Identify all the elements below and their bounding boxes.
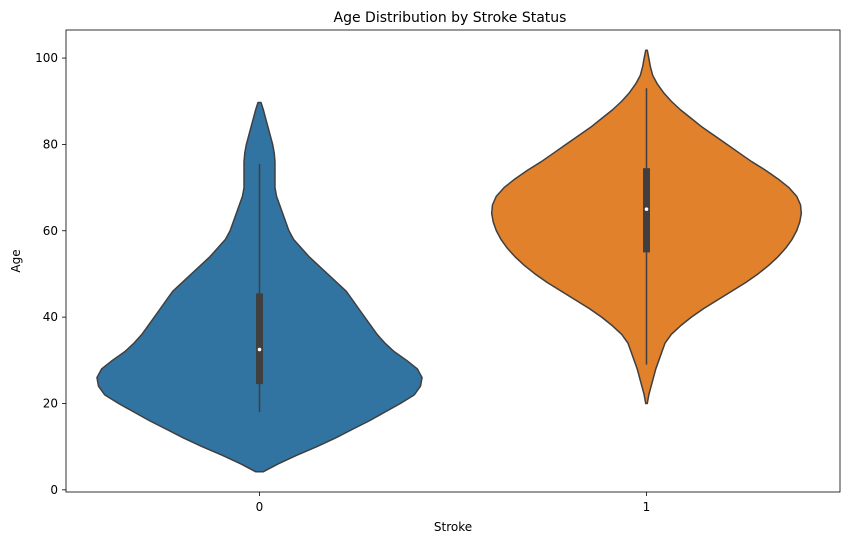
y-axis: 0 20 40 60 80 100 <box>35 51 66 497</box>
y-tick-label: 40 <box>43 310 58 324</box>
y-tick-label: 100 <box>35 51 58 65</box>
median-point-0 <box>257 347 262 352</box>
y-axis-label: Age <box>9 249 23 272</box>
y-tick-label: 20 <box>43 396 58 410</box>
iqr-box-0 <box>256 293 263 385</box>
y-tick-label: 0 <box>50 483 58 497</box>
x-tick-label: 1 <box>643 500 651 514</box>
y-tick-label: 60 <box>43 224 58 238</box>
violins-group <box>96 49 803 473</box>
chart-title: Age Distribution by Stroke Status <box>334 10 567 26</box>
x-tick-label: 0 <box>256 500 264 514</box>
plot-frame <box>65 29 841 493</box>
y-tick-label: 80 <box>43 137 58 151</box>
x-axis-label: Stroke <box>434 520 472 534</box>
median-point-1 <box>644 207 649 211</box>
